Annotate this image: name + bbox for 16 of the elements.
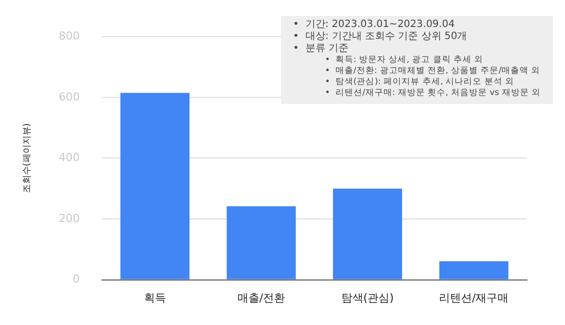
annotation: • 탐색(관심): 페이지뷰 추세, 시나리오 분석 외: [325, 77, 516, 88]
bar: [120, 92, 190, 280]
y-axis-title: 조회수(페이지뷰): [22, 123, 33, 194]
bar: [226, 206, 296, 280]
x-tick-label: 탐색(관심): [341, 291, 394, 304]
x-tick-label: 리텐션/재구매: [438, 291, 509, 304]
annotation: • 획득: 방문자 상세, 광고 클릭 추세 외: [325, 55, 484, 66]
annotation: • 분류 기준: [293, 43, 350, 55]
bar: [439, 261, 508, 280]
annotation: • 대상: 기간내 조회수 기준 상위 50개: [293, 31, 468, 43]
annotation: • 리텐션/재구매: 재방문 횟수, 처음방문 vs 재방문 외: [325, 88, 542, 99]
text: • 기간: 2023.03.01~2023.09.04: [293, 19, 456, 31]
bar: [333, 188, 402, 280]
x-tick-label: 매출/전환: [237, 291, 286, 304]
annotation: • 매출/전환: 광고매체별 전환, 상품별 주문/매출액 외: [325, 66, 542, 77]
x-tick-label: 획득: [144, 291, 166, 304]
